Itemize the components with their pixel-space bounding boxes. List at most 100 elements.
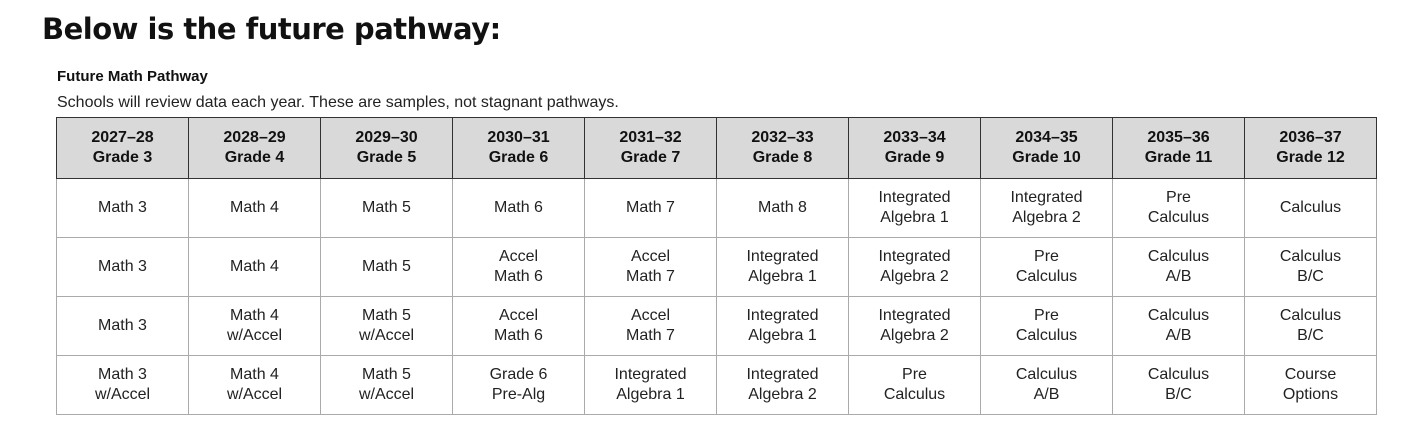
header-cell: 2030–31 Grade 6 — [452, 117, 585, 179]
pathway-title: Future Math Pathway — [57, 68, 208, 85]
cell-line: Grade 6 — [489, 366, 548, 383]
cell-line: Math 5 — [362, 366, 411, 383]
cell-line: Calculus — [1147, 209, 1210, 226]
grade: Grade 7 — [620, 149, 681, 166]
header-cell: 2028–29 Grade 4 — [188, 117, 321, 179]
header-cell: 2027–28 Grade 3 — [56, 117, 189, 179]
cell-line: Pre — [1166, 189, 1191, 206]
cell-line: Math 4 — [230, 366, 279, 383]
cell: Math 7 — [584, 178, 717, 238]
cell-line: Calculus — [1279, 307, 1342, 324]
cell-line: Course — [1284, 366, 1337, 383]
cell-line: Math 7 — [626, 268, 675, 285]
cell: Integrated Algebra 2 — [848, 237, 981, 297]
year: 2033–34 — [883, 129, 946, 146]
cell-line: A/B — [1033, 386, 1060, 403]
grade: Grade 3 — [92, 149, 153, 166]
cell: Calculus — [1244, 178, 1377, 238]
grade: Grade 11 — [1144, 149, 1213, 166]
header-cell: 2035–36 Grade 11 — [1112, 117, 1245, 179]
heading: Below is the future pathway: — [42, 12, 501, 46]
cell-line: Pre-Alg — [491, 386, 546, 403]
cell-line: Math 5 — [362, 307, 411, 324]
cell: Math 3 — [56, 237, 189, 297]
cell: Calculus B/C — [1244, 296, 1377, 356]
grade: Grade 10 — [1012, 149, 1081, 166]
header-cell: 2036–37 Grade 12 — [1244, 117, 1377, 179]
cell-line: A/B — [1165, 268, 1192, 285]
cell-line: Math 4 — [230, 307, 279, 324]
grade: Grade 6 — [488, 149, 549, 166]
cell: Math 4 w/Accel — [188, 296, 321, 356]
cell-line: Integrated — [878, 248, 951, 265]
cell-line: B/C — [1297, 327, 1324, 344]
cell-line: Math 4 — [230, 258, 279, 275]
header-cell: 2031–32 Grade 7 — [584, 117, 717, 179]
cell-line: Math 3 — [98, 199, 147, 216]
cell-line: Integrated — [1010, 189, 1083, 206]
cell-line: Integrated — [878, 307, 951, 324]
cell-line: Calculus — [1015, 327, 1078, 344]
grade: Grade 8 — [752, 149, 813, 166]
cell: Calculus B/C — [1112, 355, 1245, 415]
cell-line: Math 7 — [626, 199, 675, 216]
cell-line: Math 6 — [494, 268, 543, 285]
cell-line: Algebra 1 — [616, 386, 685, 403]
year: 2032–33 — [751, 129, 814, 146]
row: Math 3 w/Accel Math 4 w/Accel Math 5 w/Accel G… — [56, 355, 1377, 415]
cell: Grade 6 Pre-Alg — [452, 355, 585, 415]
cell: Accel Math 6 — [452, 237, 585, 297]
cell: Pre Calculus — [848, 355, 981, 415]
cell-line: Calculus — [883, 386, 946, 403]
cell-line: Algebra 2 — [1012, 209, 1081, 226]
cell-line: Integrated — [614, 366, 687, 383]
cell: Pre Calculus — [980, 237, 1113, 297]
row: Math 3 Math 4 Math 5 Accel Math 6 Accel Math 7… — [56, 237, 1377, 297]
cell: Accel Math 7 — [584, 237, 717, 297]
cell: Pre Calculus — [980, 296, 1113, 356]
cell: Math 5 w/Accel — [320, 296, 453, 356]
year: 2034–35 — [1015, 129, 1078, 146]
year: 2029–30 — [355, 129, 418, 146]
cell: Math 6 — [452, 178, 585, 238]
cell: Integrated Algebra 1 — [584, 355, 717, 415]
cell-line: Algebra 2 — [748, 386, 817, 403]
cell-line: A/B — [1165, 327, 1192, 344]
cell-line: Algebra 2 — [880, 268, 949, 285]
cell-line: Pre — [1034, 307, 1059, 324]
cell-line: Math 3 — [98, 317, 147, 334]
cell: Math 5 — [320, 237, 453, 297]
cell: Accel Math 7 — [584, 296, 717, 356]
cell-line: Accel — [498, 248, 539, 265]
header-cell: 2033–34 Grade 9 — [848, 117, 981, 179]
cell-line: Accel — [630, 307, 671, 324]
cell-line: Algebra 1 — [748, 327, 817, 344]
pathway-note: Schools will review data each year. Thes… — [57, 94, 619, 111]
cell: Calculus A/B — [980, 355, 1113, 415]
cell-line: w/Accel — [226, 327, 283, 344]
cell: Integrated Algebra 2 — [716, 355, 849, 415]
grade: Grade 4 — [224, 149, 285, 166]
cell: Math 3 w/Accel — [56, 355, 189, 415]
cell: Math 4 — [188, 237, 321, 297]
cell-line: Calculus — [1015, 366, 1078, 383]
header-row: 2027–28 Grade 3 2028–29 Grade 4 2029–30 Grade… — [56, 117, 1377, 179]
cell: Calculus A/B — [1112, 296, 1245, 356]
cell-line: Accel — [498, 307, 539, 324]
header-cell: 2034–35 Grade 10 — [980, 117, 1113, 179]
year: 2027–28 — [91, 129, 154, 146]
cell-line: Integrated — [746, 366, 819, 383]
cell: Math 5 — [320, 178, 453, 238]
cell-line: Math 6 — [494, 199, 543, 216]
cell-line: Math 4 — [230, 199, 279, 216]
cell-line: Math 3 — [98, 366, 147, 383]
cell-line: B/C — [1165, 386, 1192, 403]
cell: Integrated Algebra 2 — [980, 178, 1113, 238]
year: 2030–31 — [487, 129, 550, 146]
cell-line: Algebra 1 — [748, 268, 817, 285]
cell: Integrated Algebra 1 — [716, 296, 849, 356]
cell-line: Integrated — [878, 189, 951, 206]
cell: Pre Calculus — [1112, 178, 1245, 238]
cell-line: Calculus — [1147, 248, 1210, 265]
